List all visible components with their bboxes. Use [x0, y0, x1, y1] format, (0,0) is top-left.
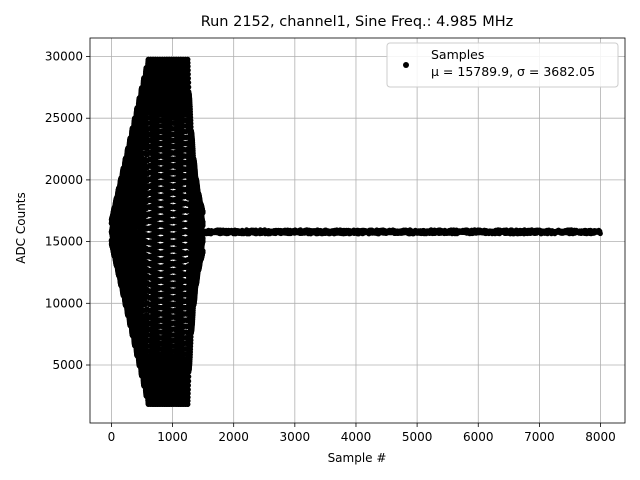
grid	[90, 38, 625, 423]
sample-points	[108, 56, 603, 407]
